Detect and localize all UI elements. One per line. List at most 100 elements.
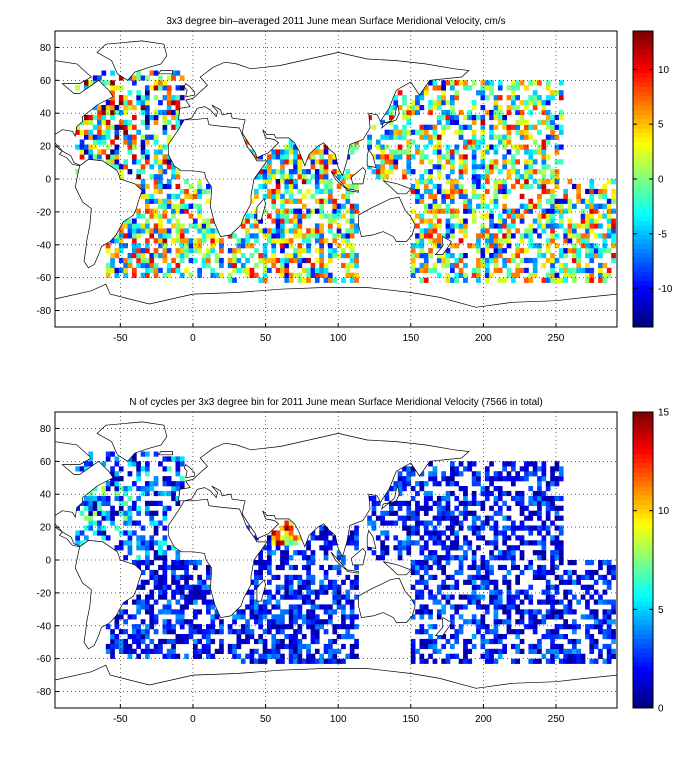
- cycles-bin-cell: [550, 481, 555, 487]
- cycles-bin-cell: [480, 564, 486, 571]
- velocity-bin-cell: [153, 119, 159, 125]
- cycles-bin-cell: [463, 594, 468, 600]
- velocity-colorbar-swatch: [633, 54, 653, 60]
- velocity-bin-cell: [240, 238, 246, 244]
- velocity-bin-cell: [406, 159, 412, 165]
- cycles-bin-cell: [149, 500, 155, 506]
- cycles-bin-cell: [101, 495, 107, 502]
- velocity-bin-cell: [506, 243, 512, 249]
- cycles-bin-cell: [267, 624, 272, 630]
- cycles-bin-cell: [558, 643, 564, 650]
- velocity-bin-cell: [519, 144, 525, 150]
- cycles-bin-cell: [332, 599, 338, 605]
- cycles-bin-cell: [197, 629, 202, 635]
- velocity-bin-cell: [480, 262, 486, 269]
- velocity-bin-cell: [397, 134, 403, 140]
- cycles-bin-cell: [158, 638, 163, 645]
- velocity-bin-cell: [524, 257, 529, 264]
- velocity-bin-cell: [489, 257, 494, 264]
- cycles-bin-cell: [145, 481, 150, 487]
- velocity-bin-cell: [153, 248, 159, 254]
- velocity-bin-cell: [175, 85, 181, 91]
- velocity-bin-cell: [171, 95, 176, 101]
- cycles-bin-cell: [541, 564, 547, 571]
- velocity-bin-cell: [179, 257, 185, 264]
- cycles-bin-cell: [201, 584, 207, 590]
- cycles-bin-cell: [428, 643, 433, 650]
- velocity-bin-cell: [175, 183, 181, 190]
- velocity-bin-cell: [328, 223, 333, 229]
- velocity-bin-cell: [454, 208, 460, 214]
- cycles-bin-cell: [563, 609, 568, 615]
- cycles-bin-cell: [105, 451, 111, 457]
- cycles-bin-cell: [153, 520, 159, 526]
- velocity-bin-cell: [153, 228, 159, 234]
- cycles-colorbar-swatch: [633, 550, 653, 556]
- velocity-bin-cell: [132, 253, 137, 259]
- cycles-bin-cell: [532, 614, 538, 620]
- cycles-bin-cell: [179, 456, 185, 462]
- cycles-bin-cell: [171, 456, 176, 462]
- velocity-bin-cell: [497, 238, 503, 244]
- cycles-bin-cell: [541, 653, 547, 659]
- cycles-bin-cell: [354, 614, 359, 620]
- velocity-bin-cell: [463, 164, 468, 170]
- velocity-bin-cell: [519, 80, 525, 86]
- cycles-bin-cell: [145, 564, 150, 571]
- cycles-bin-cell: [132, 481, 137, 487]
- cycles-bin-cell: [105, 481, 111, 487]
- cycles-bin-cell: [193, 594, 198, 600]
- cycles-bin-cell: [563, 604, 568, 610]
- cycles-colorbar-swatch: [633, 499, 653, 505]
- velocity-bin-cell: [471, 193, 477, 199]
- velocity-bin-cell: [554, 174, 560, 180]
- velocity-bin-cell: [110, 238, 115, 244]
- velocity-bin-cell: [532, 90, 538, 96]
- cycles-bin-cell: [410, 510, 416, 516]
- velocity-bin-cell: [314, 223, 320, 229]
- velocity-bin-cell: [611, 218, 616, 224]
- velocity-bin-cell: [528, 154, 534, 160]
- cycles-bin-cell: [450, 594, 455, 600]
- cycles-bin-cell: [545, 648, 551, 654]
- cycles-bin-cell: [184, 584, 189, 590]
- velocity-bin-cell: [197, 267, 202, 273]
- velocity-bin-cell: [402, 114, 407, 121]
- velocity-bin-cell: [484, 203, 490, 209]
- cycles-bin-cell: [519, 550, 525, 556]
- cycles-bin-cell: [297, 629, 303, 635]
- velocity-bin-cell: [97, 149, 102, 155]
- cycles-bin-cell: [267, 564, 272, 571]
- cycles-bin-cell: [140, 545, 146, 551]
- velocity-bin-cell: [158, 80, 163, 86]
- velocity-bin-cell: [171, 267, 176, 273]
- velocity-bin-cell: [288, 139, 294, 145]
- cycles-bin-cell: [249, 599, 255, 605]
- cycles-bin-cell: [197, 574, 202, 580]
- cycles-bin-cell: [524, 476, 529, 482]
- velocity-bin-cell: [123, 139, 128, 145]
- cycles-bin-cell: [511, 476, 516, 482]
- cycles-bin-cell: [249, 614, 255, 620]
- velocity-bin-cell: [450, 228, 455, 234]
- cycles-coastline: [96, 421, 168, 462]
- velocity-bin-cell: [511, 154, 516, 160]
- velocity-bin-cell: [140, 105, 146, 111]
- velocity-bin-cell: [484, 85, 490, 91]
- cycles-bin-cell: [563, 653, 568, 659]
- velocity-bin-cell: [415, 213, 420, 219]
- cycles-bin-cell: [328, 648, 333, 654]
- velocity-colorbar-swatch: [633, 95, 653, 101]
- cycles-bin-cell: [153, 579, 159, 585]
- cycles-bin-cell: [127, 520, 133, 526]
- velocity-bin-cell: [271, 154, 277, 160]
- velocity-bin-cell: [567, 267, 573, 273]
- velocity-bin-cell: [515, 159, 520, 165]
- velocity-colorbar-swatch: [633, 68, 653, 74]
- cycles-bin-cell: [293, 634, 298, 640]
- cycles-bin-cell: [84, 500, 89, 506]
- velocity-bin-cell: [384, 159, 390, 165]
- velocity-bin-cell: [436, 154, 442, 160]
- cycles-bin-cell: [288, 584, 294, 590]
- velocity-bin-cell: [110, 149, 115, 155]
